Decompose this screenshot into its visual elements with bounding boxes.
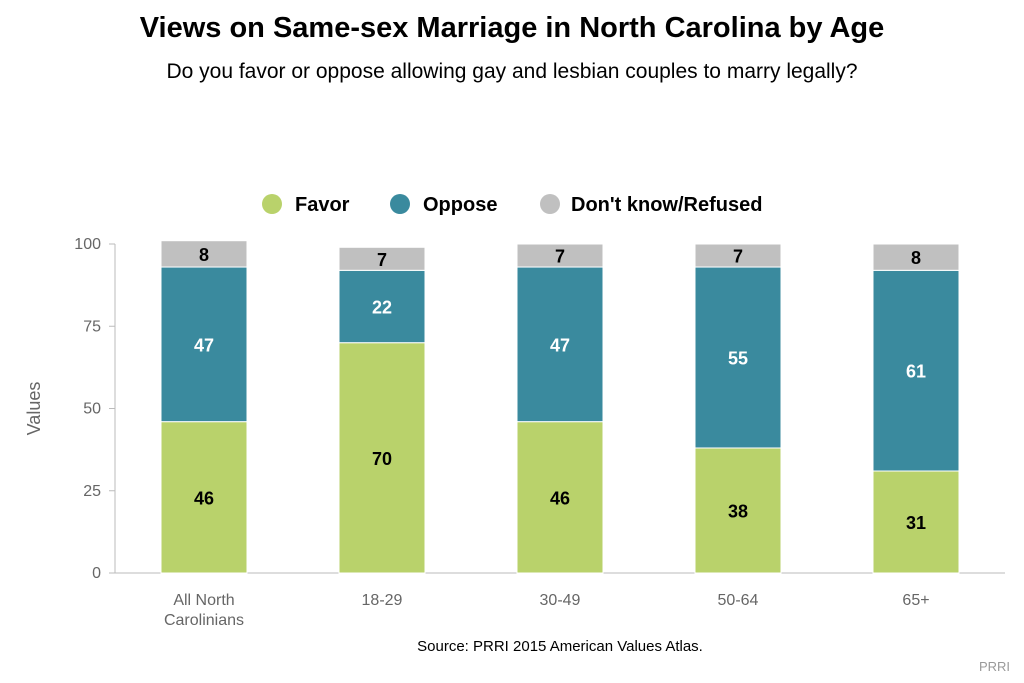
data-label: 46: [194, 488, 214, 508]
legend-label: Favor: [295, 194, 350, 216]
source-note: Source: PRRI 2015 American Values Atlas.: [417, 638, 703, 655]
data-label: 7: [555, 247, 565, 267]
data-label: 38: [728, 501, 748, 521]
data-label: 22: [372, 298, 392, 318]
data-label: 7: [733, 247, 743, 267]
y-axis-label: Values: [24, 382, 44, 436]
data-label: 47: [550, 335, 570, 355]
y-tick-label: 75: [83, 318, 101, 335]
data-label: 7: [377, 250, 387, 270]
bar-segment: [160, 266, 248, 423]
data-label: 61: [906, 362, 926, 382]
bar-segment: [516, 266, 604, 423]
data-label: 31: [906, 513, 926, 533]
legend-marker: [262, 194, 282, 214]
x-tick-label: Carolinians: [164, 612, 244, 629]
bar-segment: [338, 269, 426, 344]
data-label: 47: [194, 335, 214, 355]
data-label: 46: [550, 488, 570, 508]
x-tick-label: All North: [173, 592, 234, 609]
legend-marker: [540, 194, 560, 214]
x-tick-label: 50-64: [718, 592, 759, 609]
bar-segment: [872, 470, 960, 574]
bar-segment: [694, 243, 782, 268]
x-tick-label: 65+: [902, 592, 929, 609]
data-label: 70: [372, 449, 392, 469]
legend-label: Oppose: [423, 194, 497, 216]
bar-segment: [160, 240, 248, 268]
legend-marker: [390, 194, 410, 214]
bar-segment: [516, 421, 604, 574]
y-tick-label: 100: [74, 236, 101, 253]
y-tick-label: 25: [83, 483, 101, 500]
data-label: 8: [199, 245, 209, 265]
chart-title: Views on Same-sex Marriage in North Caro…: [139, 12, 885, 44]
y-tick-label: 50: [83, 401, 101, 418]
bar-segment: [872, 243, 960, 271]
bar-segment: [516, 243, 604, 268]
y-tick-label: 0: [92, 565, 101, 582]
bar-segment: [338, 246, 426, 271]
data-label: 55: [728, 349, 748, 369]
bar-segment: [872, 269, 960, 472]
data-label: 8: [911, 248, 921, 268]
chart-subtitle: Do you favor or oppose allowing gay and …: [166, 60, 858, 83]
x-tick-label: 18-29: [362, 592, 403, 609]
bar-segment: [694, 447, 782, 574]
bar-segment: [338, 342, 426, 574]
x-tick-label: 30-49: [540, 592, 581, 609]
bar-segment: [160, 421, 248, 574]
legend-label: Don't know/Refused: [571, 194, 762, 216]
brand-mark: PRRI: [978, 659, 1010, 674]
